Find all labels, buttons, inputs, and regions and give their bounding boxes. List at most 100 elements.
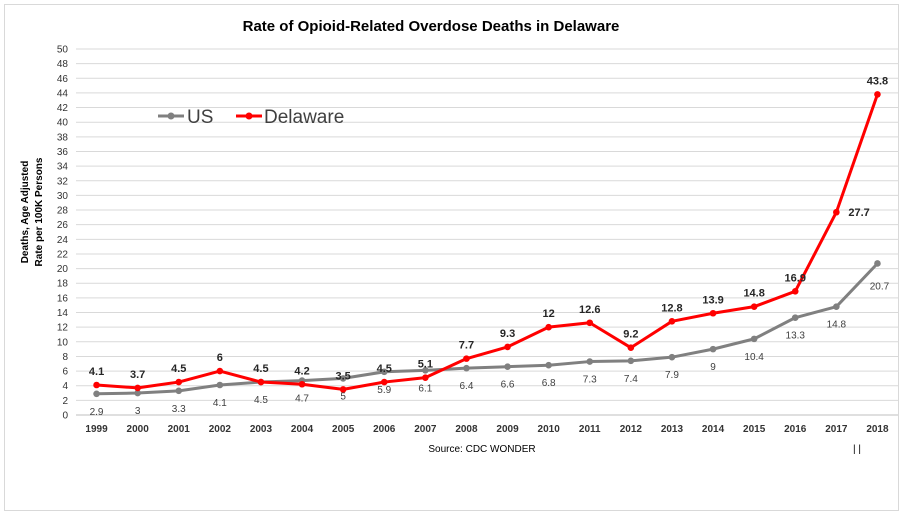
data-label-delaware: 9.3: [500, 328, 515, 340]
data-point-us: [175, 387, 183, 395]
data-label-us: 14.8: [827, 320, 847, 331]
data-label-us: 6.8: [542, 378, 556, 389]
data-point-delaware: [134, 384, 141, 392]
data-label-delaware: 12.8: [661, 302, 682, 314]
data-point-us: [545, 361, 552, 369]
data-point-delaware: [175, 378, 183, 386]
x-tick-label: 2016: [784, 424, 807, 435]
data-point-delaware: [545, 323, 552, 331]
data-label-delaware: 9.2: [623, 329, 638, 341]
chart-title: Rate of Opioid-Related Overdose Deaths i…: [243, 18, 620, 35]
data-label-delaware: 7.7: [459, 340, 474, 352]
data-point-delaware: [257, 378, 265, 386]
data-point-us: [504, 363, 511, 370]
data-label-us: 5.9: [377, 385, 391, 396]
data-point-delaware: [586, 319, 594, 327]
data-label-us: 7.9: [665, 370, 679, 381]
x-tick-label: 2008: [455, 424, 478, 435]
y-tick-label: 2: [62, 396, 68, 407]
y-tick-label: 22: [57, 249, 69, 260]
x-tick-label: 2006: [373, 424, 396, 435]
legend: US Delaware: [158, 107, 344, 128]
data-point-delaware: [709, 309, 717, 317]
y-tick-label: 28: [57, 206, 69, 217]
chart-frame: [4, 4, 899, 511]
data-label-us: 13.3: [786, 331, 806, 342]
data-point-delaware: [627, 344, 635, 351]
series-line-delaware: [96, 93, 879, 391]
data-point-delaware: [833, 208, 840, 216]
data-label-delaware: 43.8: [867, 75, 888, 87]
data-point-delaware: [380, 378, 388, 386]
x-tick-label: 2002: [209, 424, 232, 435]
data-label-delaware: 13.9: [702, 294, 723, 306]
x-tick-label: 2000: [127, 424, 150, 435]
data-point-delaware: [504, 343, 511, 351]
data-label-us: 3.3: [172, 404, 186, 415]
data-point-delaware: [750, 303, 758, 310]
data-point-us: [833, 303, 840, 310]
data-point-delaware: [422, 374, 429, 381]
data-label-delaware: 12.6: [579, 304, 600, 316]
y-tick-label: 6: [62, 367, 68, 378]
data-point-us: [586, 358, 594, 365]
data-label-us: 4.5: [254, 395, 268, 406]
data-label-us: 10.4: [744, 352, 764, 363]
x-tick-label: 2005: [332, 424, 355, 435]
data-point-us: [874, 260, 881, 267]
gridlines: [76, 48, 898, 416]
x-tick-label: 2003: [250, 424, 273, 435]
y-tick-label: 24: [57, 235, 69, 246]
data-label-us: 7.4: [624, 374, 638, 385]
data-point-delaware: [668, 318, 676, 325]
x-tick-label: 2012: [620, 424, 643, 435]
x-tick-label: 2010: [538, 424, 561, 435]
y-tick-label: 34: [57, 162, 69, 173]
data-point-us: [216, 381, 224, 389]
data-label-delaware: 27.7: [848, 207, 869, 219]
y-tick-label: 20: [57, 264, 69, 275]
data-point-us: [380, 368, 388, 376]
data-label-us: 4.1: [213, 398, 227, 409]
y-tick-label: 0: [62, 411, 68, 422]
y-tick-label: 30: [57, 191, 69, 202]
data-point-us: [750, 335, 758, 343]
data-point-delaware: [298, 380, 306, 388]
y-axis-label-line2: Rate per 100K Persons: [34, 157, 45, 266]
y-tick-label: 48: [57, 59, 69, 70]
legend-us-label: US: [187, 107, 213, 128]
data-label-delaware: 4.2: [294, 365, 309, 377]
data-point-us: [709, 345, 717, 353]
x-tick-label: 2015: [743, 424, 766, 435]
data-label-us: 3: [135, 406, 141, 417]
x-tick-label: 2013: [661, 424, 684, 435]
y-tick-label: 38: [57, 132, 69, 143]
data-point-us: [93, 390, 100, 398]
legend-delaware-label: Delaware: [264, 107, 344, 128]
data-label-us: 6.4: [459, 381, 473, 392]
data-label-delaware: 4.5: [377, 363, 392, 375]
data-point-us: [339, 375, 347, 382]
y-tick-label: 36: [57, 147, 69, 158]
data-point-delaware: [791, 287, 799, 295]
data-label-us: 6.6: [501, 380, 515, 391]
y-tick-label: 12: [57, 323, 69, 334]
x-tick-label: 2011: [579, 424, 601, 435]
series-line-us: [96, 262, 879, 396]
data-point-delaware: [93, 381, 100, 389]
y-tick-label: 50: [57, 45, 69, 56]
data-label-us: 5: [340, 391, 346, 402]
x-tick-label: 1999: [85, 424, 108, 435]
data-point-us: [791, 314, 799, 321]
y-tick-label: 14: [57, 308, 69, 319]
source-note: Source: CDC WONDER: [428, 444, 535, 455]
data-label-delaware: 3.5: [336, 370, 351, 382]
data-label-delaware: 5.1: [418, 359, 433, 371]
data-label-delaware: 4.5: [253, 363, 268, 375]
data-point-delaware: [874, 91, 881, 98]
y-axis-label-line1: Deaths, Age Adjusted: [20, 161, 31, 264]
data-label-delaware: 4.1: [89, 366, 104, 378]
data-point-us: [134, 389, 141, 397]
y-tick-label: 18: [57, 279, 69, 290]
data-point-us: [627, 357, 635, 365]
